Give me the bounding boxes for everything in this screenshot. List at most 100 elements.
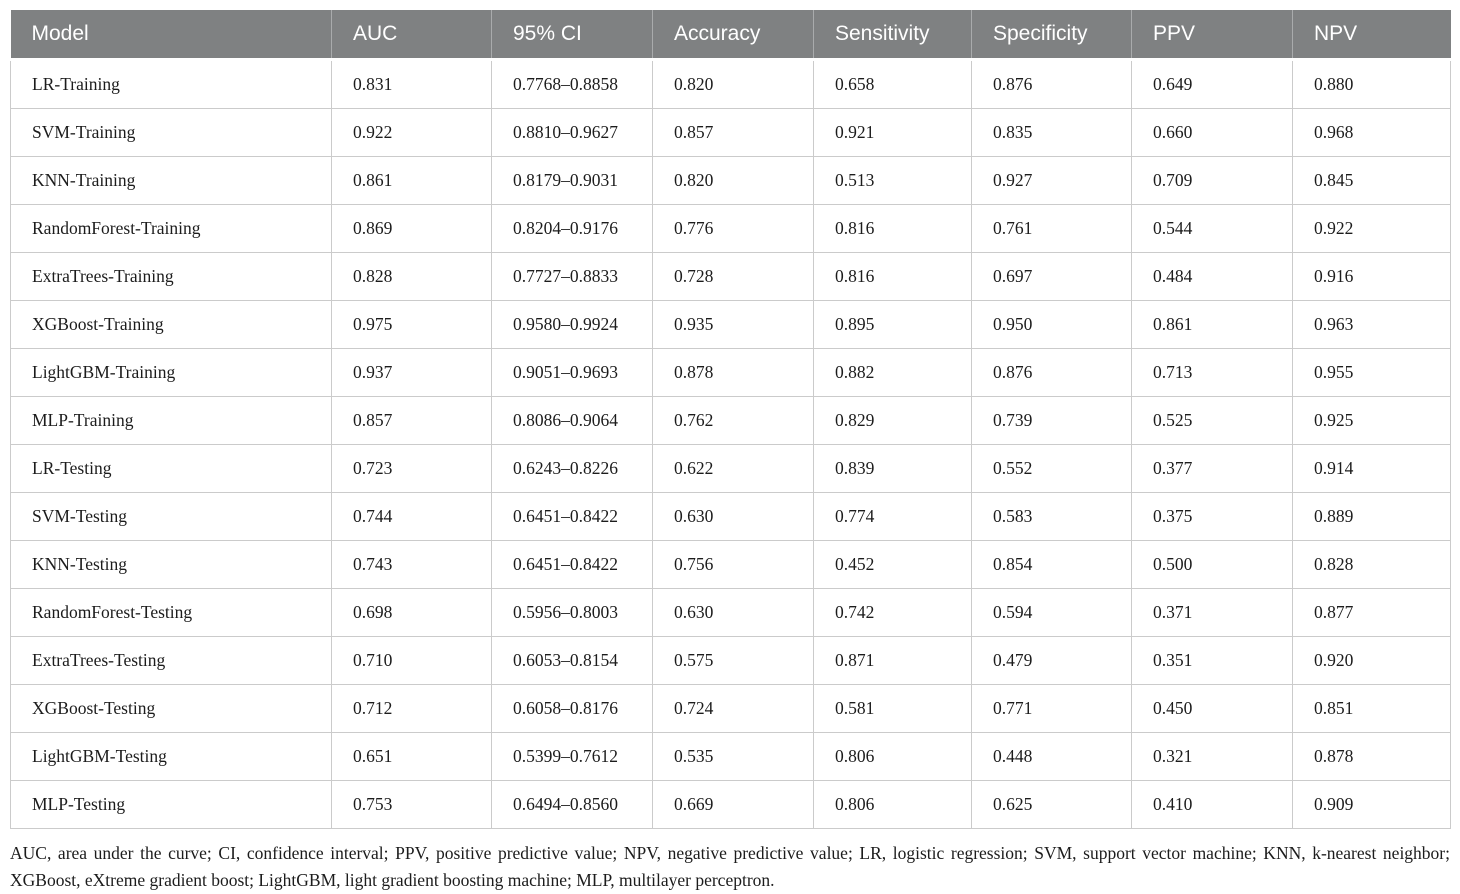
- value-cell: 0.877: [1292, 588, 1451, 637]
- value-cell: 0.861: [331, 156, 492, 205]
- table-row: LightGBM-Training 0.937 0.9051–0.9693 0.878…: [10, 348, 1451, 397]
- column-header-specificity: Specificity: [971, 10, 1132, 61]
- value-cell: 0.448: [971, 732, 1132, 781]
- value-cell: 0.968: [1292, 108, 1451, 157]
- value-cell: 0.583: [971, 492, 1132, 541]
- value-cell: 0.963: [1292, 300, 1451, 349]
- value-cell: 0.5399–0.7612: [491, 732, 653, 781]
- table-row: MLP-Testing 0.753 0.6494–0.8560 0.669 0.806 0…: [10, 780, 1451, 829]
- value-cell: 0.878: [652, 348, 814, 397]
- model-cell: SVM-Training: [10, 108, 332, 157]
- model-cell: LightGBM-Testing: [10, 732, 332, 781]
- value-cell: 0.776: [652, 204, 814, 253]
- header-row: Model AUC 95% CI Accuracy Sensitivity Sp…: [10, 10, 1451, 61]
- value-cell: 0.660: [1131, 108, 1293, 157]
- model-cell: XGBoost-Training: [10, 300, 332, 349]
- value-cell: 0.871: [813, 636, 972, 685]
- table-row: LightGBM-Testing 0.651 0.5399–0.7612 0.535 0…: [10, 732, 1451, 781]
- value-cell: 0.7768–0.8858: [491, 59, 653, 109]
- value-cell: 0.371: [1131, 588, 1293, 637]
- column-header-auc: AUC: [331, 10, 492, 61]
- value-cell: 0.950: [971, 300, 1132, 349]
- value-cell: 0.820: [652, 156, 814, 205]
- value-cell: 0.724: [652, 684, 814, 733]
- model-cell: SVM-Testing: [10, 492, 332, 541]
- value-cell: 0.625: [971, 780, 1132, 829]
- value-cell: 0.935: [652, 300, 814, 349]
- value-cell: 0.927: [971, 156, 1132, 205]
- value-cell: 0.774: [813, 492, 972, 541]
- value-cell: 0.806: [813, 732, 972, 781]
- table-footnote: AUC, area under the curve; CI, confidenc…: [10, 843, 1450, 890]
- value-cell: 0.6494–0.8560: [491, 780, 653, 829]
- value-cell: 0.839: [813, 444, 972, 493]
- value-cell: 0.525: [1131, 396, 1293, 445]
- value-cell: 0.762: [652, 396, 814, 445]
- value-cell: 0.975: [331, 300, 492, 349]
- value-cell: 0.452: [813, 540, 972, 589]
- value-cell: 0.922: [1292, 204, 1451, 253]
- table-row: SVM-Testing 0.744 0.6451–0.8422 0.630 0.774 0…: [10, 492, 1451, 541]
- value-cell: 0.710: [331, 636, 492, 685]
- value-cell: 0.914: [1292, 444, 1451, 493]
- value-cell: 0.8086–0.9064: [491, 396, 653, 445]
- value-cell: 0.500: [1131, 540, 1293, 589]
- value-cell: 0.410: [1131, 780, 1293, 829]
- value-cell: 0.649: [1131, 59, 1293, 109]
- value-cell: 0.816: [813, 204, 972, 253]
- value-cell: 0.744: [331, 492, 492, 541]
- value-cell: 0.669: [652, 780, 814, 829]
- value-cell: 0.816: [813, 252, 972, 301]
- value-cell: 0.6451–0.8422: [491, 540, 653, 589]
- value-cell: 0.820: [652, 59, 814, 109]
- value-cell: 0.882: [813, 348, 972, 397]
- table-body: LR-Training 0.831 0.7768–0.8858 0.820 0.658 0…: [10, 59, 1451, 829]
- value-cell: 0.937: [331, 348, 492, 397]
- value-cell: 0.835: [971, 108, 1132, 157]
- value-cell: 0.723: [331, 444, 492, 493]
- value-cell: 0.895: [813, 300, 972, 349]
- value-cell: 0.698: [331, 588, 492, 637]
- value-cell: 0.909: [1292, 780, 1451, 829]
- model-cell: XGBoost-Testing: [10, 684, 332, 733]
- value-cell: 0.743: [331, 540, 492, 589]
- value-cell: 0.6053–0.8154: [491, 636, 653, 685]
- column-header-ci: 95% CI: [491, 10, 653, 61]
- value-cell: 0.831: [331, 59, 492, 109]
- value-cell: 0.925: [1292, 396, 1451, 445]
- value-cell: 0.581: [813, 684, 972, 733]
- value-cell: 0.921: [813, 108, 972, 157]
- value-cell: 0.8204–0.9176: [491, 204, 653, 253]
- value-cell: 0.5956–0.8003: [491, 588, 653, 637]
- value-cell: 0.771: [971, 684, 1132, 733]
- value-cell: 0.857: [652, 108, 814, 157]
- value-cell: 0.321: [1131, 732, 1293, 781]
- value-cell: 0.552: [971, 444, 1132, 493]
- model-performance-table: Model AUC 95% CI Accuracy Sensitivity Sp…: [10, 10, 1451, 829]
- table-row: XGBoost-Training 0.975 0.9580–0.9924 0.935 0…: [10, 300, 1451, 349]
- value-cell: 0.6058–0.8176: [491, 684, 653, 733]
- value-cell: 0.630: [652, 588, 814, 637]
- value-cell: 0.651: [331, 732, 492, 781]
- value-cell: 0.697: [971, 252, 1132, 301]
- value-cell: 0.377: [1131, 444, 1293, 493]
- value-cell: 0.8810–0.9627: [491, 108, 653, 157]
- value-cell: 0.828: [1292, 540, 1451, 589]
- table-row: SVM-Training 0.922 0.8810–0.9627 0.857 0.921…: [10, 108, 1451, 157]
- value-cell: 0.889: [1292, 492, 1451, 541]
- value-cell: 0.869: [331, 204, 492, 253]
- model-cell: LR-Training: [10, 59, 332, 109]
- value-cell: 0.739: [971, 396, 1132, 445]
- value-cell: 0.916: [1292, 252, 1451, 301]
- table-row: KNN-Testing 0.743 0.6451–0.8422 0.756 0.452 0…: [10, 540, 1451, 589]
- value-cell: 0.375: [1131, 492, 1293, 541]
- model-cell: LightGBM-Training: [10, 348, 332, 397]
- value-cell: 0.575: [652, 636, 814, 685]
- value-cell: 0.6243–0.8226: [491, 444, 653, 493]
- model-cell: LR-Testing: [10, 444, 332, 493]
- model-cell: RandomForest-Training: [10, 204, 332, 253]
- model-cell: KNN-Testing: [10, 540, 332, 589]
- value-cell: 0.9580–0.9924: [491, 300, 653, 349]
- value-cell: 0.876: [971, 59, 1132, 109]
